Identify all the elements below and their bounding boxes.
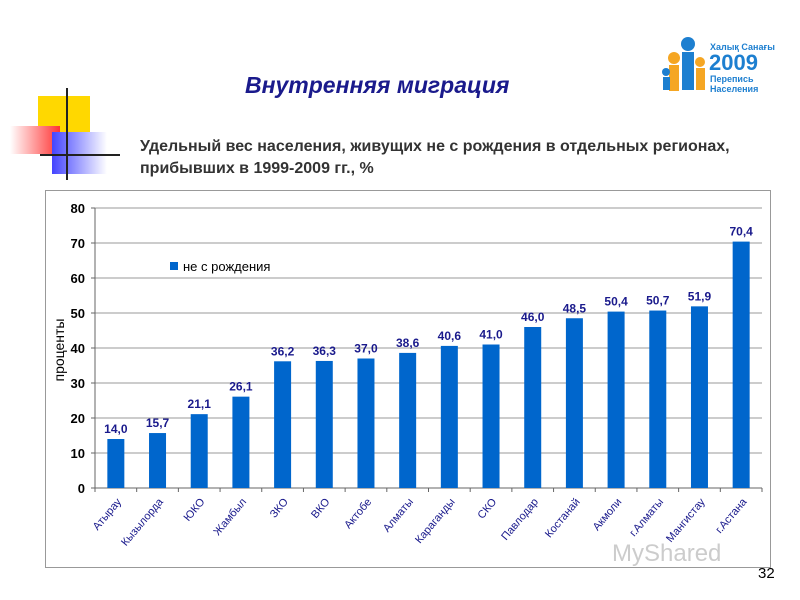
bar bbox=[690, 306, 708, 488]
data-label: 70,4 bbox=[729, 225, 753, 239]
x-tick-label: Костанай bbox=[543, 496, 583, 540]
data-label: 46,0 bbox=[521, 310, 545, 324]
y-tick-label: 0 bbox=[78, 481, 85, 496]
bar bbox=[565, 318, 583, 488]
data-label: 36,2 bbox=[271, 344, 295, 358]
bar bbox=[149, 433, 167, 488]
y-tick-label: 10 bbox=[71, 446, 85, 461]
y-tick-label: 20 bbox=[71, 411, 85, 426]
bar bbox=[190, 414, 208, 488]
y-tick-label: 80 bbox=[71, 201, 85, 216]
bar bbox=[357, 358, 375, 488]
logo-year: 2009 bbox=[709, 50, 758, 75]
census-logo: Халық Санағы 2009 Перепись Населения bbox=[660, 36, 775, 96]
data-label: 37,0 bbox=[354, 342, 378, 356]
x-tick-label: Акмоли bbox=[591, 496, 625, 533]
bar bbox=[482, 344, 500, 488]
x-tick-label: г.Астана bbox=[713, 496, 750, 536]
decor-squares bbox=[10, 88, 120, 183]
data-label: 38,6 bbox=[396, 336, 420, 350]
bar bbox=[440, 345, 458, 488]
x-tick-label: Павлодар bbox=[499, 496, 541, 543]
data-label: 15,7 bbox=[146, 416, 170, 430]
bar bbox=[732, 241, 750, 488]
bar bbox=[399, 352, 417, 488]
x-tick-label: Кызылорда bbox=[119, 496, 166, 549]
bar bbox=[649, 310, 667, 488]
logo-text: Халық Санағы bbox=[710, 42, 775, 52]
x-tick-label: СКО bbox=[475, 496, 499, 522]
data-label: 26,1 bbox=[229, 380, 253, 394]
bar bbox=[274, 361, 292, 488]
x-tick-label: Жамбыл bbox=[211, 496, 249, 538]
data-label: 41,0 bbox=[479, 328, 503, 342]
bar bbox=[232, 396, 250, 488]
bar bbox=[524, 327, 542, 488]
data-label: 48,5 bbox=[563, 301, 587, 315]
x-tick-label: Караганды bbox=[413, 496, 458, 546]
bar bbox=[607, 311, 625, 488]
page-title: Внутренняя миграция bbox=[245, 72, 510, 98]
data-label: 51,9 bbox=[688, 289, 712, 303]
x-tick-label: Атырау bbox=[91, 496, 125, 533]
data-label: 50,7 bbox=[646, 294, 670, 308]
y-axis-label: проценты bbox=[51, 318, 67, 381]
y-tick-label: 30 bbox=[71, 376, 85, 391]
y-tick-label: 70 bbox=[71, 236, 85, 251]
x-tick-label: ЗКО bbox=[268, 496, 291, 521]
legend-label: не с рождения bbox=[183, 259, 270, 274]
x-tick-label: г.Алматы bbox=[627, 496, 666, 539]
x-tick-label: Алматы bbox=[381, 496, 416, 535]
logo-text: Перепись bbox=[710, 74, 754, 84]
y-tick-label: 40 bbox=[71, 341, 85, 356]
logo-text: Населения bbox=[710, 84, 759, 94]
x-tick-label: ВКО bbox=[309, 496, 333, 521]
data-label: 40,6 bbox=[438, 329, 462, 343]
y-tick-label: 60 bbox=[71, 271, 85, 286]
bar bbox=[315, 360, 333, 488]
data-label: 21,1 bbox=[188, 397, 212, 411]
data-label: 14,0 bbox=[104, 422, 128, 436]
data-label: 36,3 bbox=[313, 344, 337, 358]
x-tick-label: Мангистау bbox=[664, 496, 708, 545]
x-tick-label: ЮКО bbox=[182, 496, 208, 524]
y-tick-label: 50 bbox=[71, 306, 85, 321]
chart-frame bbox=[45, 190, 771, 568]
x-tick-label: Актобе bbox=[342, 496, 374, 531]
legend-swatch bbox=[170, 262, 178, 270]
watermark: MyShared bbox=[612, 540, 722, 567]
page-number: 32 bbox=[758, 565, 775, 582]
data-label: 50,4 bbox=[604, 295, 628, 309]
chart-subtitle: Удельный вес населения, живущих не с рож… bbox=[140, 138, 730, 177]
bar bbox=[107, 439, 125, 488]
